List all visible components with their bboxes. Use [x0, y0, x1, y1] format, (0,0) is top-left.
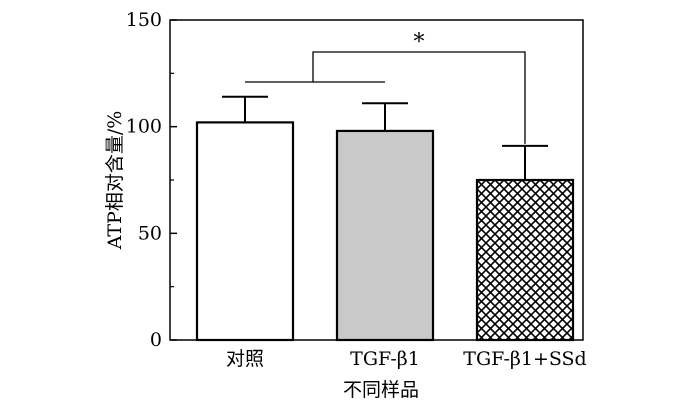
x-tick-label-3: TGF-β1+SSd — [463, 348, 586, 370]
bar-3 — [475, 178, 575, 342]
x-tick-label-2: TGF-β1 — [350, 348, 420, 370]
bars — [195, 121, 575, 342]
y-axis: 0 50 100 150 — [126, 9, 177, 351]
x-axis-label: 不同样品 — [343, 379, 419, 401]
y-axis-label: ATP相对含量/% — [104, 111, 126, 251]
bracket-line — [312, 51, 526, 144]
y-tick-label-100: 100 — [126, 116, 162, 138]
significance-bracket: * — [245, 30, 526, 144]
bar-1 — [195, 121, 295, 342]
x-tick-label-1: 对照 — [226, 348, 264, 370]
y-tick-label-0: 0 — [150, 329, 162, 351]
bar-2 — [335, 129, 435, 342]
error-bars — [222, 95, 548, 180]
y-tick-label-50: 50 — [138, 222, 162, 244]
x-axis-categories: 对照 TGF-β1 TGF-β1+SSd — [226, 348, 587, 370]
significance-star: * — [414, 30, 425, 55]
y-tick-label-150: 150 — [126, 9, 162, 31]
